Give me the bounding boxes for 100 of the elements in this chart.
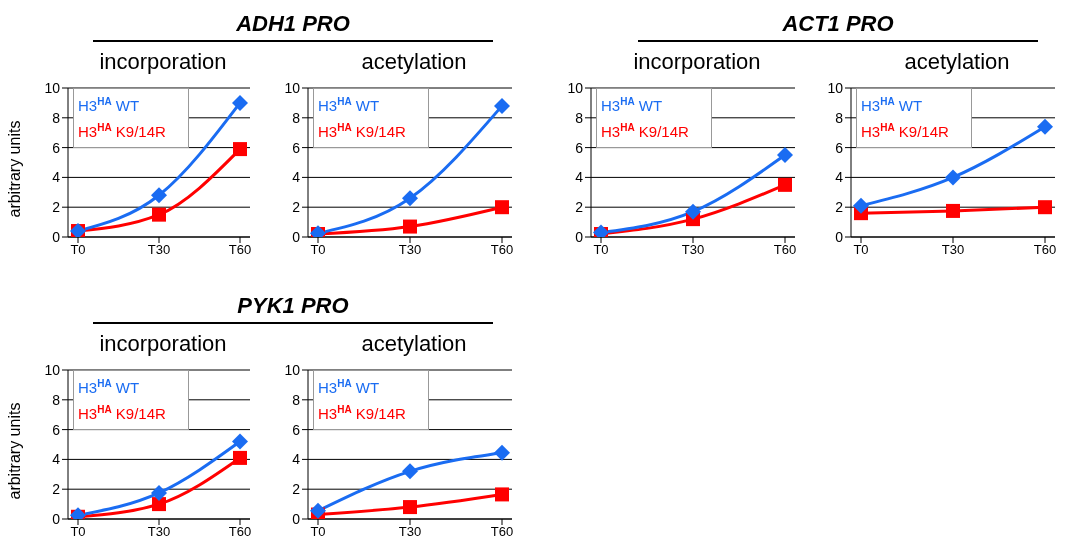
x-tick-label: T60 — [228, 524, 252, 536]
point — [494, 444, 510, 461]
x-tick-label: T60 — [773, 242, 797, 258]
y-tick-label: 0 — [835, 228, 844, 245]
point — [495, 487, 509, 502]
point — [310, 502, 326, 519]
point — [151, 187, 167, 204]
y-tick-label: 10 — [44, 361, 61, 378]
y-axis-title: arbitrary units — [5, 402, 23, 500]
y-tick-label: 2 — [575, 199, 584, 216]
point — [152, 207, 166, 222]
y-tick-label: 8 — [52, 391, 61, 408]
y-tick-label: 6 — [835, 139, 844, 156]
text: H3$^{HA}$ K9/14R — [318, 403, 406, 424]
chart-title: ACT1 PRO — [638, 8, 1038, 42]
x-tick-label: T0 — [310, 242, 326, 258]
y-tick-label: 4 — [52, 169, 61, 186]
y-tick-label: 4 — [292, 451, 301, 468]
point — [494, 97, 510, 114]
y-tick-label: 10 — [44, 79, 61, 96]
point — [778, 177, 792, 192]
text: H3$^{HA}$ K9/14R — [318, 121, 406, 142]
x-tick-label: T0 — [70, 242, 86, 258]
chart-subtitle: acetylation — [903, 48, 1011, 76]
point — [233, 142, 247, 157]
text: H3$^{HA}$ WT — [318, 95, 381, 116]
point — [945, 169, 961, 186]
y-tick-label: 10 — [284, 361, 301, 378]
point — [402, 190, 418, 207]
y-tick-label: 6 — [292, 421, 301, 438]
point — [233, 450, 247, 465]
text: H3$^{HA}$ WT — [601, 95, 664, 116]
chart-subtitle: acetylation — [360, 48, 468, 76]
y-tick-label: 2 — [52, 481, 61, 498]
y-tick-label: 8 — [52, 109, 61, 126]
point — [403, 500, 417, 515]
point — [853, 197, 869, 214]
y-tick-label: 8 — [575, 109, 584, 126]
x-tick-label: T30 — [398, 524, 422, 536]
x-tick-label: T60 — [1033, 242, 1057, 258]
x-tick-label: T30 — [147, 524, 171, 536]
y-tick-label: 6 — [52, 139, 61, 156]
x-tick-label: T30 — [941, 242, 965, 258]
point — [232, 433, 248, 450]
y-tick-label: 0 — [292, 510, 301, 527]
x-tick-label: T60 — [490, 242, 514, 258]
x-tick-label: T30 — [398, 242, 422, 258]
chart-title: PYK1 PRO — [93, 290, 493, 324]
point — [946, 203, 960, 218]
text: H3$^{HA}$ WT — [861, 95, 924, 116]
point — [777, 147, 793, 164]
y-axis-title: arbitrary units — [5, 120, 23, 218]
y-tick-label: 2 — [52, 199, 61, 216]
chart-subtitle: acetylation — [360, 330, 468, 358]
chart-subtitle: incorporation — [98, 330, 228, 358]
text: H3$^{HA}$ K9/14R — [78, 403, 166, 424]
y-tick-label: 10 — [827, 79, 844, 96]
x-tick-label: T60 — [490, 524, 514, 536]
text: H3$^{HA}$ K9/14R — [78, 121, 166, 142]
x-tick-label: T0 — [70, 524, 86, 536]
y-tick-label: 8 — [292, 391, 301, 408]
y-tick-label: 4 — [835, 169, 844, 186]
y-tick-label: 2 — [292, 481, 301, 498]
y-tick-label: 0 — [575, 228, 584, 245]
x-tick-label: T30 — [681, 242, 705, 258]
y-tick-label: 4 — [575, 169, 584, 186]
text: H3$^{HA}$ WT — [318, 377, 381, 398]
x-tick-label: T30 — [147, 242, 171, 258]
y-tick-label: 4 — [52, 451, 61, 468]
point — [403, 219, 417, 234]
y-tick-label: 0 — [52, 510, 61, 527]
point — [151, 484, 167, 501]
y-tick-label: 0 — [292, 228, 301, 245]
y-tick-label: 10 — [567, 79, 584, 96]
y-tick-label: 8 — [292, 109, 301, 126]
y-tick-label: 2 — [835, 199, 844, 216]
y-tick-label: 6 — [575, 139, 584, 156]
point — [685, 203, 701, 220]
x-tick-label: T0 — [593, 242, 609, 258]
chart-subtitle: incorporation — [98, 48, 228, 76]
chart-title: ADH1 PRO — [93, 8, 493, 42]
point — [1037, 118, 1053, 135]
x-tick-label: T0 — [310, 524, 326, 536]
point — [232, 94, 248, 111]
y-tick-label: 0 — [52, 228, 61, 245]
y-tick-label: 6 — [52, 421, 61, 438]
text: H3$^{HA}$ K9/14R — [601, 121, 689, 142]
x-tick-label: T60 — [228, 242, 252, 258]
x-tick-label: T0 — [853, 242, 869, 258]
y-tick-label: 2 — [292, 199, 301, 216]
y-tick-label: 10 — [284, 79, 301, 96]
y-tick-label: 8 — [835, 109, 844, 126]
text: H3$^{HA}$ WT — [78, 95, 141, 116]
point — [1038, 200, 1052, 215]
text: H3$^{HA}$ WT — [78, 377, 141, 398]
point — [495, 200, 509, 215]
y-tick-label: 4 — [292, 169, 301, 186]
chart-subtitle: incorporation — [632, 48, 762, 76]
text: H3$^{HA}$ K9/14R — [861, 121, 949, 142]
point — [402, 463, 418, 480]
